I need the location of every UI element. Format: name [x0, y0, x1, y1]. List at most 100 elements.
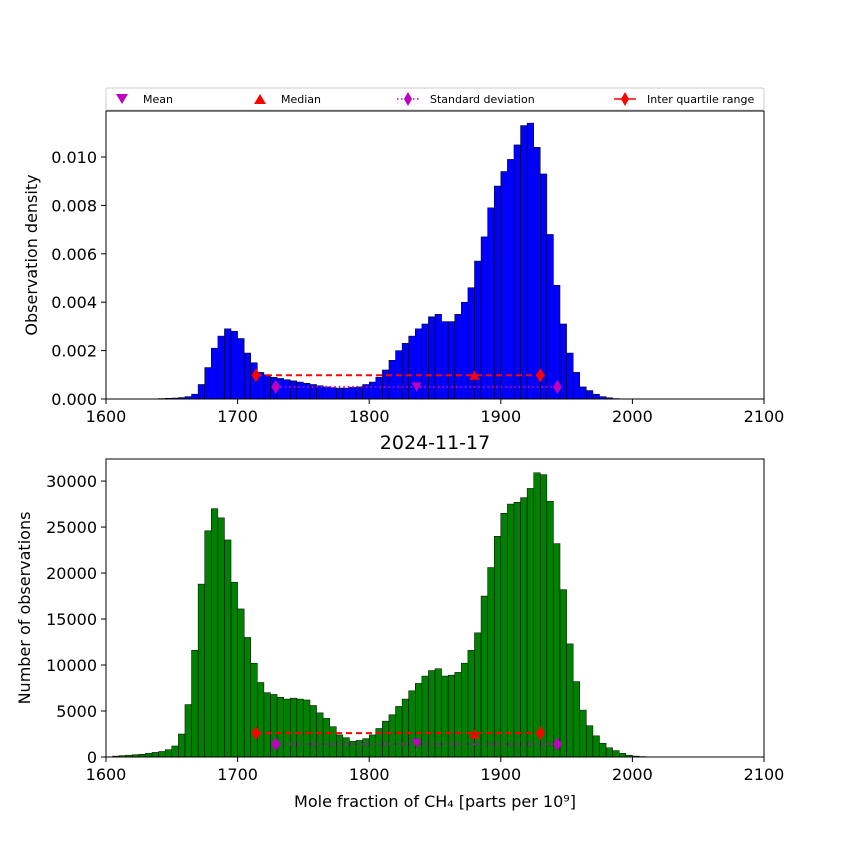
density-histogram-bar [375, 376, 383, 400]
std-marker-icon [404, 92, 412, 106]
count-histogram-bar [586, 725, 594, 758]
count-histogram-bar [599, 742, 607, 758]
density-ylabel: Observation density [22, 174, 41, 335]
count-ytick-label: 15000 [46, 610, 97, 629]
density-histogram-bar [204, 367, 212, 400]
density-ytick-label: 0.006 [51, 245, 97, 264]
count-std-marker-0 [271, 737, 281, 752]
density-median-marker [469, 370, 480, 380]
count-histogram-bar [618, 753, 627, 758]
count-xtick-label: 1600 [86, 765, 127, 784]
density-histogram-bar [309, 384, 317, 400]
count-chart: 1600 1700 1800 1900 2000 2100 0 5000 10000 15000 2… [46, 458, 785, 784]
density-xtick-label: 1800 [349, 407, 390, 426]
count-histogram-bar [329, 726, 337, 758]
legend-label-std: Standard deviation [430, 93, 535, 106]
count-ytick-label: 0 [87, 748, 97, 767]
count-histogram-bar [184, 704, 192, 758]
density-std-marker-0 [271, 379, 281, 394]
count-histogram-bar [546, 501, 554, 758]
density-histogram-bar [303, 383, 311, 400]
count-histogram-bar [342, 737, 350, 758]
density-ytick-label: 0.004 [51, 293, 97, 312]
density-histogram-bar [322, 386, 330, 400]
density-histogram-bar [586, 390, 594, 400]
density-histogram-bar [263, 374, 271, 400]
count-histogram-bar [257, 682, 265, 758]
density-std-marker-1 [552, 379, 562, 394]
count-xtick-label: 1800 [349, 765, 390, 784]
density-xtick-label: 2000 [612, 407, 653, 426]
legend-label-mean: Mean [143, 93, 173, 106]
count-histogram-bar [461, 662, 469, 758]
count-histogram-bar [211, 508, 219, 758]
count-histogram-bar [553, 543, 561, 758]
count-histogram-bar [533, 472, 541, 758]
density-histogram-bar [368, 381, 377, 400]
density-ytick-label: 0.002 [51, 342, 97, 361]
density-ytick-label: 0.000 [51, 390, 97, 409]
count-histogram-bar [197, 583, 205, 758]
count-histogram-bar [296, 698, 304, 758]
density-histogram-bar [243, 352, 252, 400]
density-histogram-bar [467, 287, 475, 400]
count-xtick-label: 1900 [480, 765, 521, 784]
legend-item-std: Standard deviation [397, 92, 535, 106]
count-histogram-bar [217, 517, 225, 758]
count-histogram-bar [513, 501, 521, 758]
density-xtick-label: 2100 [744, 407, 785, 426]
count-histogram-bar [566, 643, 574, 758]
density-histogram-bar [329, 387, 337, 400]
density-mean-marker [411, 382, 422, 392]
legend: Mean Median Standard deviation Inter qua… [105, 87, 765, 111]
count-histogram-bar [605, 747, 613, 758]
count-mean-marker [411, 738, 422, 749]
count-histogram-bar [559, 589, 567, 758]
density-histogram-bar [197, 384, 205, 400]
count-histogram-bar [467, 650, 475, 758]
legend-item-mean: Mean [116, 93, 173, 106]
count-histogram-bar [540, 474, 548, 758]
density-xtick-label: 1900 [480, 407, 521, 426]
count-ytick-label: 20000 [46, 564, 97, 583]
median-marker-icon [254, 94, 266, 104]
density-histogram-bar [487, 207, 495, 400]
density-histogram-bar [349, 387, 357, 400]
density-histogram-bar [579, 386, 587, 400]
density-histogram-bar [230, 330, 238, 400]
count-histogram-bar [408, 690, 416, 758]
count-histogram-bar [520, 497, 528, 758]
count-histogram-bar [507, 503, 515, 758]
count-histogram-bar [191, 650, 199, 758]
count-xtick-label: 2100 [744, 765, 785, 784]
density-histogram-bar [493, 185, 502, 400]
density-histogram-bar [461, 301, 469, 400]
density-histogram-bar [513, 144, 521, 400]
count-histogram-bar [276, 696, 284, 758]
count-histogram-bar [487, 567, 495, 758]
count-histogram-bar [612, 750, 620, 758]
density-histogram-bar [546, 234, 554, 400]
density-histogram-bar [336, 387, 344, 400]
count-histogram-bar [309, 705, 317, 758]
density-histogram-bar [566, 352, 574, 400]
count-histogram-bar [158, 751, 166, 758]
count-histogram-bar [303, 699, 311, 758]
density-chart: 1600 1700 1800 1900 2000 2100 0.000 0.002 0.004 0… [51, 110, 785, 426]
count-histogram-bar [526, 488, 534, 758]
density-histogram-bar [191, 393, 199, 400]
count-histogram-bar [204, 530, 212, 758]
count-histogram-bar [237, 608, 245, 758]
count-xtick-label: 1700 [217, 765, 258, 784]
count-histogram-bar [289, 697, 298, 758]
density-ytick-label: 0.008 [51, 196, 97, 215]
count-histogram-bar [355, 740, 363, 758]
count-iqr-marker-0 [251, 726, 261, 741]
count-std-marker-1 [552, 737, 562, 752]
density-histogram-bar [283, 379, 291, 400]
density-histogram-bar [388, 360, 396, 400]
density-histogram-bar [592, 393, 600, 400]
mean-marker-icon [116, 94, 128, 104]
count-xtick-label: 2000 [612, 765, 653, 784]
count-histogram-bar [151, 752, 159, 758]
